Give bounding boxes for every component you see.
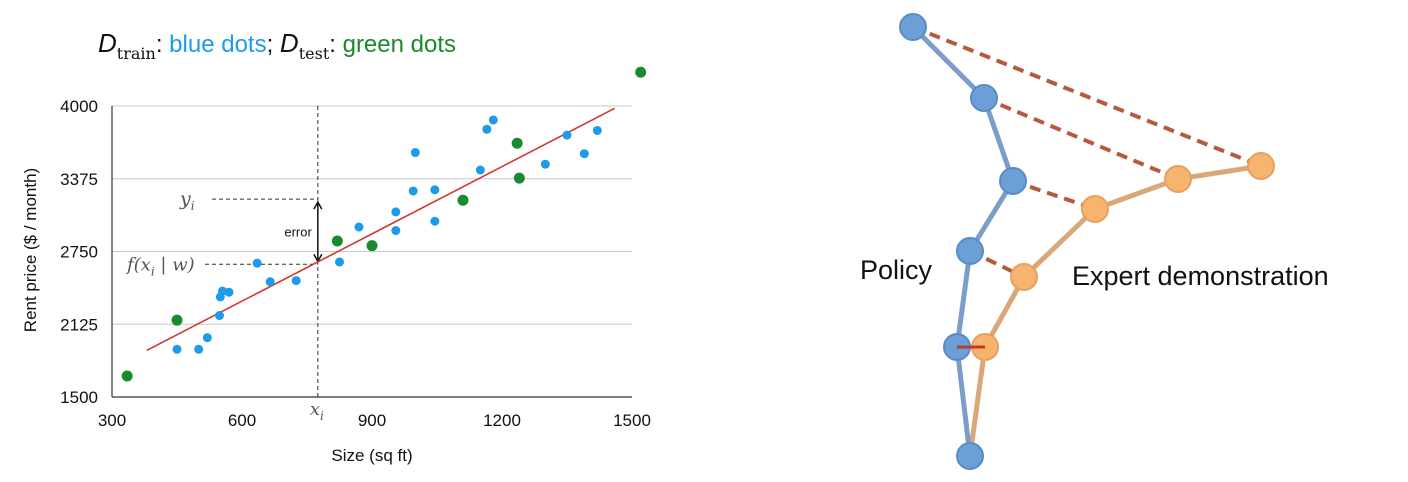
x-tick-label: 1200 (483, 411, 521, 430)
train-point (202, 333, 212, 343)
policy-node (970, 84, 998, 112)
train-point (540, 159, 550, 169)
train-point (265, 277, 275, 287)
fit-line-group (146, 107, 616, 352)
expert-node (1081, 195, 1109, 223)
test-point (366, 240, 378, 252)
x-tick-label: 900 (358, 411, 386, 430)
train-point (224, 287, 234, 297)
title-sep: ; (267, 31, 280, 58)
train-point (430, 216, 440, 226)
train-point (194, 344, 204, 354)
chart-title: Dtrain: blue dots; Dtest: green dots (98, 28, 456, 63)
y-tick-label: 2125 (60, 315, 98, 334)
expert-nodes (971, 152, 1275, 361)
x-tick-label: 1500 (613, 411, 651, 430)
policy-trajectory-line (911, 25, 1016, 457)
x-tick-label: 600 (228, 411, 256, 430)
title-train-symbol: D (98, 28, 117, 58)
title-train-desc: blue dots (169, 31, 266, 58)
expert-node (1010, 263, 1038, 291)
train-point (430, 185, 440, 195)
train-point (592, 125, 602, 135)
policy-nodes (899, 13, 1027, 470)
xi-label: xi (310, 399, 324, 423)
train-point (488, 115, 498, 125)
train-point (172, 344, 182, 354)
error-arrow-head-up (313, 200, 323, 210)
train-point (579, 149, 589, 159)
test-point (635, 66, 647, 78)
policy-node (999, 167, 1027, 195)
policy-expert-diagram: Policy Expert demonstration (860, 13, 1329, 470)
expert-node (1164, 165, 1192, 193)
scatter-chart: Dtrain: blue dots; Dtest: green dots 150… (21, 28, 651, 465)
x-tick-label: 300 (98, 411, 126, 430)
y-tick-label: 3375 (60, 170, 98, 189)
title-train-sub: train (117, 44, 156, 63)
deviation-line (983, 96, 1179, 181)
train-point (410, 148, 420, 158)
deviation-line (912, 25, 1262, 168)
deviation-line (1012, 179, 1096, 211)
error-label: error (284, 225, 312, 240)
y-tick-label: 4000 (60, 97, 98, 116)
train-point (214, 311, 224, 321)
y-tick-label: 2750 (60, 243, 98, 262)
policy-label: Policy (860, 255, 933, 285)
test-point (171, 314, 183, 326)
train-point (475, 165, 485, 175)
data-points (121, 66, 647, 382)
axes (111, 106, 632, 398)
y-tick-label: 1500 (60, 388, 98, 407)
train-point (335, 257, 344, 267)
annotations: error yi f(xi | w) xi (125, 106, 324, 423)
expert-node (1247, 152, 1275, 180)
policy-node (956, 237, 984, 265)
y-axis-title: Rent price ($ / month) (21, 168, 40, 332)
expert-trajectory-line (967, 163, 1262, 457)
test-point (457, 194, 469, 206)
x-tick-labels: 300 600 900 1200 1500 (98, 411, 651, 430)
train-point (354, 222, 364, 232)
title-colon-2: : (329, 31, 342, 58)
train-point (391, 207, 401, 217)
title-colon-1: : (156, 31, 169, 58)
fx-label: f(xi | w) (125, 254, 195, 278)
grid-lines (112, 105, 632, 325)
train-point (291, 276, 301, 286)
yi-label: yi (179, 188, 195, 213)
expert-label: Expert demonstration (1072, 261, 1329, 291)
title-test-sub: test (299, 44, 330, 63)
policy-node (899, 13, 927, 41)
train-point (391, 226, 401, 236)
test-point (513, 172, 525, 184)
train-point (408, 186, 418, 196)
test-point (331, 235, 343, 247)
title-test-desc: green dots (343, 31, 456, 58)
policy-node (956, 442, 984, 470)
title-test-symbol: D (280, 28, 299, 58)
test-point (121, 370, 133, 382)
train-point (252, 258, 262, 268)
test-point (511, 137, 523, 149)
train-point (562, 130, 572, 140)
train-point (482, 124, 492, 134)
regression-line (146, 107, 616, 352)
y-tick-labels: 1500 2125 2750 3375 4000 (60, 97, 98, 407)
x-axis-title: Size (sq ft) (331, 446, 412, 465)
